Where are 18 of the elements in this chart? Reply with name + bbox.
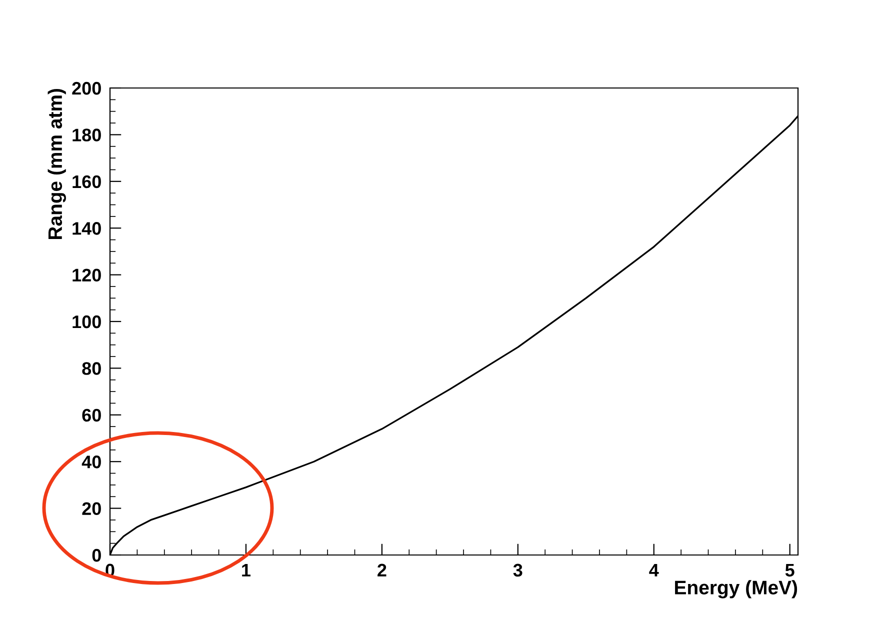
y-tick-label: 160 xyxy=(72,175,101,188)
x-tick-label: 1 xyxy=(242,564,250,576)
y-tick-label: 180 xyxy=(72,128,101,142)
x-tick-label: 5 xyxy=(785,564,794,577)
y-tick-label: 100 xyxy=(72,315,101,328)
y-axis-title: Range (mm atm) xyxy=(48,88,66,240)
y-tick-label: 200 xyxy=(72,82,101,95)
y-tick-label: 120 xyxy=(72,268,101,282)
x-tick-label: 4 xyxy=(649,564,659,576)
y-tick-label: 20 xyxy=(82,502,101,516)
y-tick-label: 140 xyxy=(72,222,101,235)
y-tick-label: 0 xyxy=(92,548,101,562)
y-tick-label: 40 xyxy=(82,456,101,468)
x-tick-label: 3 xyxy=(513,564,522,577)
x-axis-title: Energy (MeV) xyxy=(675,580,798,598)
y-tick-label: 60 xyxy=(82,408,101,422)
x-tick-label: 2 xyxy=(378,564,386,576)
y-tick-label: 80 xyxy=(82,362,101,375)
